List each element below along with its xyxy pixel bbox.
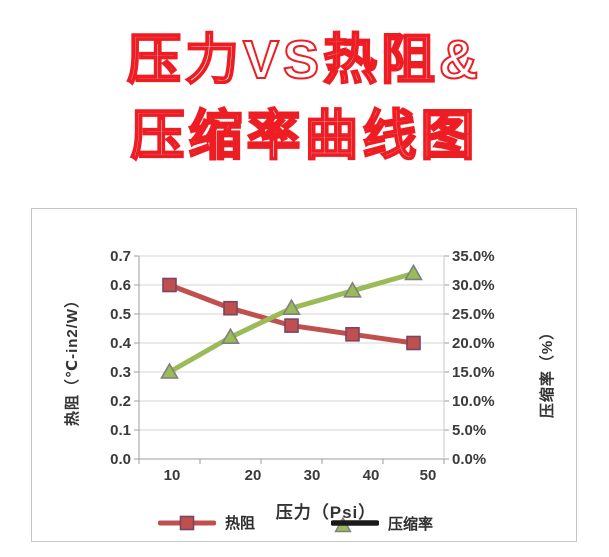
y-axis-title-right: 压缩率（%） — [539, 323, 556, 419]
chart-container: 0.7 35.0% 0.6 30.0% 0.5 25.0% 0.4 20.0% 0.3 15.0%… — [31, 208, 577, 542]
y-axis-label-right: 10.0% — [452, 393, 495, 410]
y-axis-label-right: 25.0% — [452, 306, 495, 323]
x-axis-label: 50 — [420, 467, 437, 484]
data-point-triangle — [343, 281, 362, 298]
legend-item-compression-rate: 压缩率 — [331, 513, 433, 534]
x-axis-title: 压力（Psi） — [275, 503, 377, 522]
y-axis-label-right: 15.0% — [452, 364, 495, 381]
legend-compression-marker — [331, 516, 379, 532]
data-point-square — [406, 335, 421, 351]
legend-thermal-marker — [158, 515, 216, 530]
data-point-triangle — [404, 263, 423, 281]
y-axis-label-left: 0.2 — [110, 393, 131, 410]
plot-svg: 0.7 35.0% 0.6 30.0% 0.5 25.0% 0.4 20.0% 0.3 15.0%… — [110, 248, 495, 484]
y-axis-label-left: 0.0 — [110, 451, 131, 468]
data-point-square — [223, 300, 238, 316]
y-axis-label-left: 0.1 — [110, 422, 131, 439]
data-point-square — [162, 277, 177, 293]
x-axis-label: 30 — [304, 467, 321, 484]
data-point-triangle — [221, 327, 240, 344]
data-point-triangle — [282, 298, 301, 315]
y-axis-label-right: 35.0% — [452, 248, 495, 265]
y-axis-title-left: 热阻（℃-in2/W） — [64, 291, 81, 427]
legend-compression-label: 压缩率 — [388, 516, 434, 533]
y-axis-label-right: 5.0% — [452, 422, 486, 439]
y-axis-label-right: 30.0% — [452, 277, 495, 294]
chart-title-line-1: 压力VS热阻& — [126, 29, 483, 91]
x-axis-label: 20 — [245, 467, 262, 484]
y-axis-label-left: 0.5 — [110, 306, 131, 323]
y-axis-label-left: 0.3 — [110, 364, 131, 381]
x-axis-label: 40 — [363, 467, 380, 484]
y-axis-label-left: 0.7 — [110, 248, 131, 265]
chart-title-line-2: 压缩率曲线图 — [130, 105, 479, 167]
y-axis-label-right: 0.0% — [452, 451, 486, 468]
y-axis-label-left: 0.4 — [110, 335, 132, 352]
y-axis-label-left: 0.6 — [110, 277, 131, 294]
x-axis-label: 10 — [164, 467, 181, 484]
y-axis-label-right: 20.0% — [452, 335, 495, 352]
data-point-square — [284, 318, 299, 333]
legend-thermal-label: 热阻 — [225, 515, 256, 532]
data-point-triangle — [160, 362, 179, 379]
data-point-square — [345, 327, 360, 342]
chart-title: 压力VS热阻& 压缩率曲线图 — [0, 22, 609, 174]
legend-item-thermal-resistance: 热阻 — [158, 512, 255, 533]
legend-thermal-square — [179, 515, 195, 530]
